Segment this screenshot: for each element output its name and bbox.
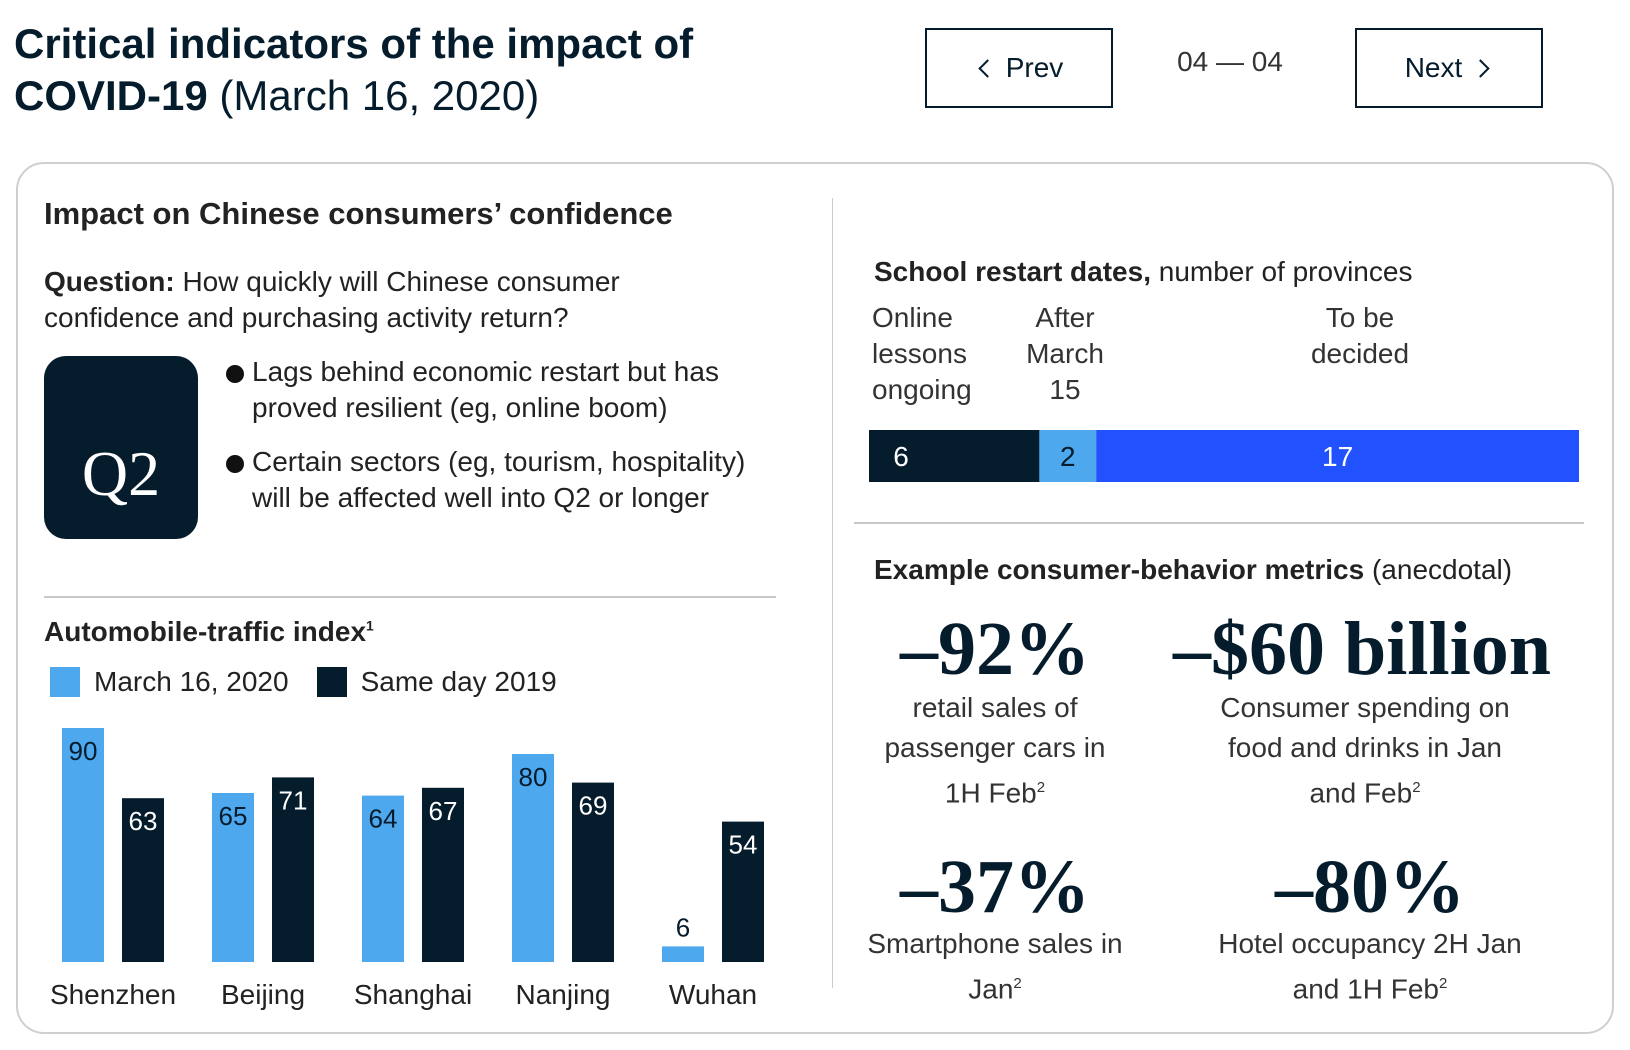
- bullet-text: Certain sectors (eg, tourism, hospitalit…: [252, 446, 746, 513]
- bar-beijing-march: [212, 793, 254, 962]
- school-restart-bar: 6 2 17: [869, 430, 1579, 482]
- x-tick-label: Nanjing: [516, 979, 611, 1010]
- bar-shanghai-march: [362, 795, 404, 962]
- metric-desc-car-sales: retail sales of passenger cars in 1H Feb…: [870, 688, 1120, 813]
- legend-swatch-light-blue: [50, 667, 80, 697]
- footnote-marker: 1: [366, 617, 374, 634]
- school-title-rest: number of provinces: [1158, 256, 1413, 287]
- x-tick-label: Shenzhen: [50, 979, 176, 1010]
- school-chart-title: School restart dates, number of province…: [874, 256, 1412, 288]
- bar-shenzhen-march: [62, 728, 104, 962]
- bar-value-label: 67: [429, 796, 458, 826]
- school-segment: [1039, 430, 1097, 482]
- bar-nanjing-same-day: [572, 782, 614, 962]
- bar-value-label: 65: [219, 801, 248, 831]
- bullet-dot-icon: [226, 365, 244, 383]
- bar-nanjing-march: [512, 754, 554, 962]
- next-button[interactable]: Next: [1355, 28, 1543, 108]
- metric-desc-smartphone-sales: Smartphone sales in Jan2: [860, 924, 1130, 1009]
- legend-label-march: March 16, 2020: [94, 666, 289, 697]
- bar-wuhan-same-day: [722, 821, 764, 962]
- left-divider: [44, 596, 776, 598]
- metrics-title-rest: (anecdotal): [1371, 554, 1513, 585]
- bar-value-label: 6: [676, 912, 690, 942]
- metrics-title: Example consumer-behavior metrics (anecd…: [874, 554, 1512, 586]
- school-label-tbd: To be decided: [1310, 302, 1410, 369]
- page-title-date: (March 16, 2020): [219, 72, 540, 119]
- bullet-dot-icon: [226, 455, 244, 473]
- automobile-traffic-chart: 90 63 Shenzhen 65 71 Beijing 64 67 Shanghai 80 69 N…: [50, 728, 764, 1010]
- footnote-marker: 2: [1412, 779, 1421, 796]
- metric-value-hotel-occupancy: –80%: [1275, 845, 1465, 929]
- metric-desc-text: Consumer spending on food and drinks in …: [1220, 692, 1510, 809]
- school-segment: [869, 430, 1040, 482]
- x-tick-label: Shanghai: [354, 979, 472, 1010]
- vertical-divider: [832, 198, 833, 988]
- school-segment-label: 6: [893, 441, 909, 472]
- right-divider: [854, 522, 1584, 524]
- prev-button-label: Prev: [1005, 52, 1064, 83]
- metric-value-car-sales: –92%: [900, 607, 1090, 691]
- metric-desc-text: retail sales of passenger cars in 1H Feb: [884, 692, 1106, 809]
- auto-chart-title-text: Automobile-traffic index: [44, 616, 367, 647]
- metric-desc-text: Hotel occupancy 2H Jan and 1H Feb: [1218, 928, 1522, 1005]
- bar-value-label: 90: [69, 736, 98, 766]
- q2-badge: Q2: [44, 356, 198, 539]
- bullet-item: Lags behind economic restart but has pro…: [224, 354, 784, 426]
- metric-desc-text: Smartphone sales in Jan: [867, 928, 1123, 1005]
- question-label: Question:: [44, 266, 175, 297]
- school-segment-label: 2: [1060, 441, 1076, 472]
- bar-value-label: 54: [729, 830, 758, 860]
- bar-value-label: 80: [519, 762, 548, 792]
- page-title-main: Critical indicators of the impact of COV…: [14, 20, 694, 119]
- bar-wuhan-march: [662, 946, 704, 962]
- legend-item-same-day: Same day 2019: [316, 666, 557, 698]
- bullet-text: Lags behind economic restart but has pro…: [252, 356, 719, 423]
- footnote-marker: 2: [1013, 975, 1022, 992]
- metric-desc-food-spending: Consumer spending on food and drinks in …: [1205, 688, 1525, 813]
- metric-value-food-spending: –$60 billion: [1173, 607, 1551, 691]
- legend-label-same-day: Same day 2019: [360, 666, 557, 697]
- auto-chart-legend: March 16, 2020 Same day 2019: [50, 666, 557, 698]
- bullet-list: Lags behind economic restart but has pro…: [224, 354, 784, 534]
- x-tick-label: Wuhan: [669, 979, 757, 1010]
- auto-chart-title: Automobile-traffic index1: [44, 616, 374, 648]
- chevron-left-icon: [978, 58, 997, 78]
- bar-value-label: 63: [129, 806, 158, 836]
- school-label-online: Online lessons ongoing: [872, 302, 972, 405]
- question-body: How quickly will Chinese consumer confid…: [44, 266, 620, 333]
- section-title: Impact on Chinese consumers’ confidence: [44, 196, 673, 231]
- legend-swatch-navy: [316, 667, 347, 697]
- metrics-title-bold: Example consumer-behavior metrics: [874, 554, 1365, 585]
- bar-shanghai-same-day: [422, 787, 464, 962]
- bar-value-label: 69: [579, 791, 608, 821]
- page-indicator: 04 — 04: [1177, 46, 1283, 77]
- bar-value-label: 71: [279, 785, 308, 815]
- school-label-after-march: After March 15: [1026, 302, 1104, 405]
- school-title-bold: School restart dates,: [874, 256, 1151, 287]
- metric-value-smartphone-sales: –37%: [900, 845, 1090, 929]
- next-button-label: Next: [1404, 52, 1463, 83]
- bar-shenzhen-same-day: [122, 798, 164, 962]
- school-segment-label: 17: [1322, 441, 1353, 472]
- question-text: Question: How quickly will Chinese consu…: [44, 264, 724, 336]
- bar-beijing-same-day: [272, 777, 314, 962]
- metric-desc-hotel-occupancy: Hotel occupancy 2H Jan and 1H Feb2: [1200, 924, 1540, 1009]
- footnote-marker: 2: [1438, 975, 1448, 992]
- prev-button[interactable]: Prev: [925, 28, 1113, 108]
- footnote-marker: 2: [1036, 779, 1046, 796]
- bar-value-label: 64: [369, 804, 398, 834]
- bullet-item: Certain sectors (eg, tourism, hospitalit…: [224, 444, 784, 516]
- page-title: Critical indicators of the impact of COV…: [14, 18, 734, 122]
- school-segment: [1096, 430, 1579, 482]
- chevron-right-icon: [1471, 58, 1490, 78]
- x-tick-label: Beijing: [221, 979, 305, 1010]
- legend-item-march: March 16, 2020: [50, 666, 289, 698]
